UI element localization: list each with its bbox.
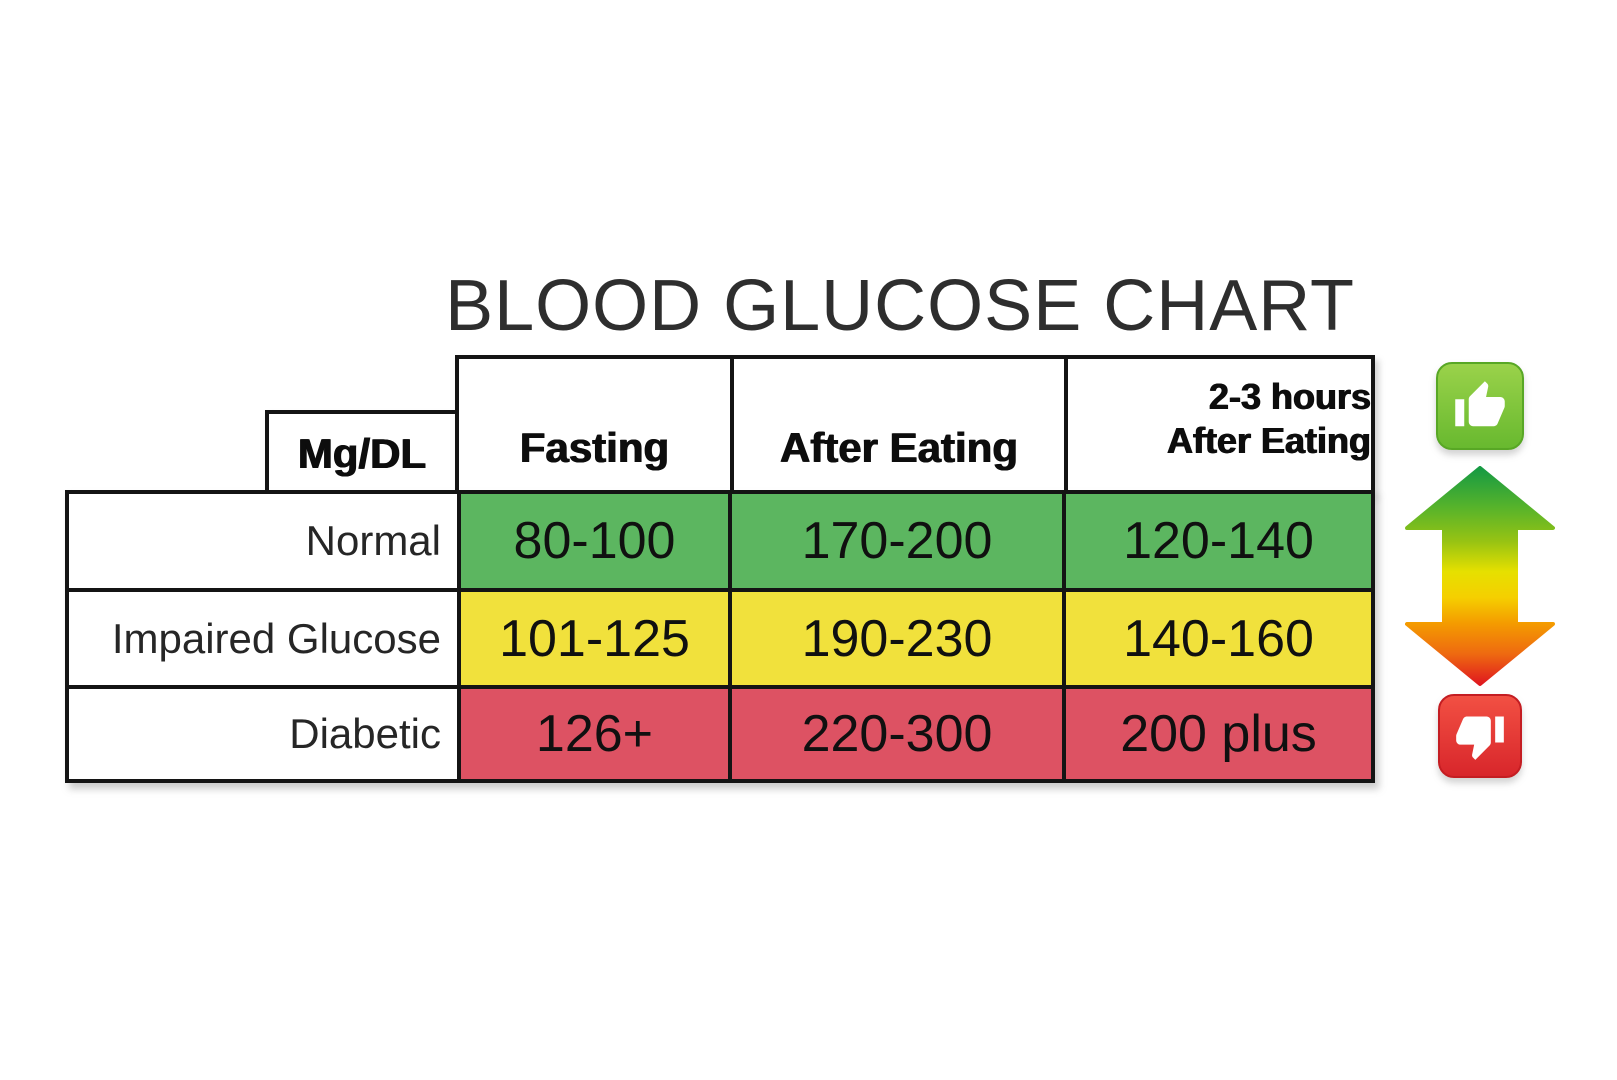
cell-impaired-fasting: 101-125	[457, 588, 728, 685]
cell-impaired-2-3-hours: 140-160	[1062, 588, 1371, 685]
column-header-fasting: Fasting	[459, 359, 730, 490]
row-label-diabetic: Diabetic	[69, 685, 457, 779]
thumbs-up-badge	[1436, 362, 1524, 450]
row-label-impaired-glucose: Impaired Glucose	[69, 588, 457, 685]
column-header-label: After Eating	[779, 424, 1018, 471]
cell-normal-after-eating: 170-200	[728, 494, 1062, 588]
column-header-after-eating: After Eating	[730, 359, 1064, 490]
cell-normal-2-3-hours: 120-140	[1062, 494, 1371, 588]
thumbs-up-icon	[1455, 381, 1505, 427]
unit-header-cell: Mg/DL	[265, 410, 459, 498]
cell-diabetic-after-eating: 220-300	[728, 685, 1062, 779]
cell-diabetic-fasting: 126+	[457, 685, 728, 779]
unit-label: Mg/DL	[297, 430, 427, 477]
page-title: BLOOD GLUCOSE CHART	[445, 266, 1355, 346]
row-label-normal: Normal	[69, 494, 457, 588]
thumbs-down-icon	[1456, 716, 1504, 760]
good-to-bad-gradient-arrow-icon	[1405, 466, 1555, 686]
cell-normal-fasting: 80-100	[457, 494, 728, 588]
cell-impaired-after-eating: 190-230	[728, 588, 1062, 685]
column-header-2-3-hours-after-eating: 2-3 hours After Eating	[1064, 359, 1371, 490]
column-header-line-2: After Eating	[1166, 419, 1371, 461]
cell-diabetic-2-3-hours: 200 plus	[1062, 685, 1371, 779]
column-header-line-1: 2-3 hours	[1208, 375, 1371, 417]
thumbs-down-badge	[1438, 694, 1522, 778]
column-header-label: Fasting	[519, 424, 670, 471]
table-header-row: Fasting After Eating 2-3 hours After Eat…	[455, 355, 1375, 494]
legend-column	[1395, 362, 1565, 778]
table-body: Normal 80-100 170-200 120-140 Impaired G…	[65, 490, 1375, 783]
